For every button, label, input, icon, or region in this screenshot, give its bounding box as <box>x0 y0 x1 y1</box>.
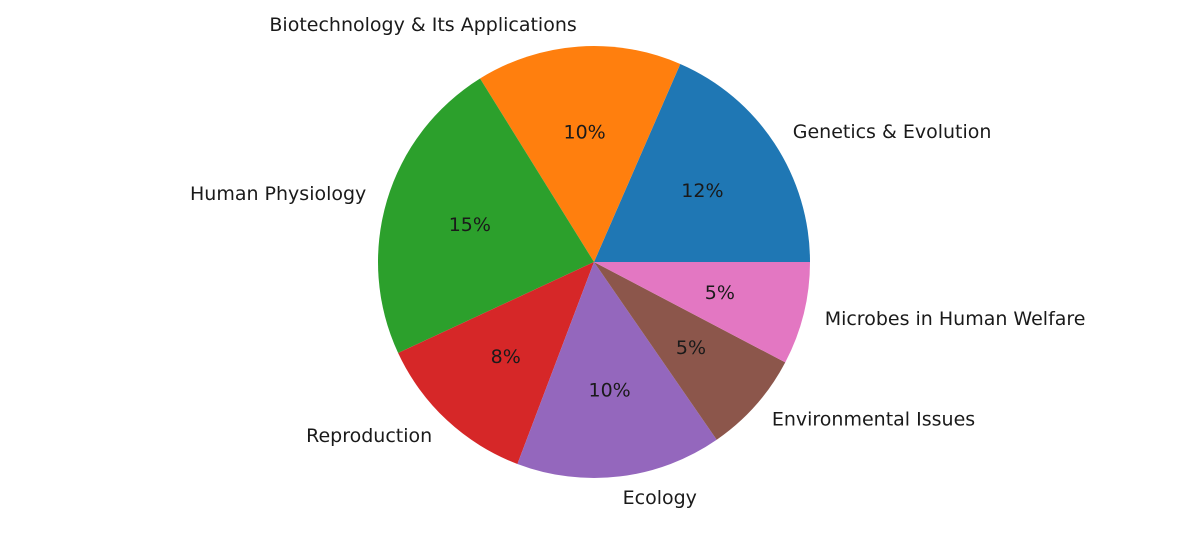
pct-label-genetics-and-evolution: 12% <box>681 180 723 202</box>
pct-label-reproduction: 8% <box>491 346 521 368</box>
label-genetics-and-evolution: Genetics & Evolution <box>793 121 992 143</box>
percentage-labels: 12% 10% 15% 8% 10% 5% 5% <box>449 122 735 402</box>
pie-slices <box>378 45 810 478</box>
label-environmental-issues: Environmental Issues <box>772 409 975 431</box>
slice-environmental-issues <box>594 262 786 440</box>
label-reproduction: Reproduction <box>306 425 432 447</box>
slice-genetics-and-evolution <box>594 63 810 262</box>
label-human-physiology: Human Physiology <box>190 183 366 205</box>
pct-label-human-physiology: 15% <box>449 214 491 236</box>
pct-label-microbes-in-human-welfare: 5% <box>705 282 735 304</box>
pct-label-biotechnology-and-its-applications: 10% <box>563 122 605 144</box>
slice-human-physiology <box>378 78 594 354</box>
slice-biotechnology-and-its-applications <box>480 45 681 262</box>
slice-microbes-in-human-welfare <box>594 262 810 363</box>
slice-ecology <box>517 262 717 478</box>
slice-labels: Genetics & Evolution Biotechnology & Its … <box>190 14 1086 509</box>
label-ecology: Ecology <box>623 487 697 509</box>
pct-label-environmental-issues: 5% <box>676 337 706 359</box>
slice-reproduction <box>398 262 594 464</box>
label-biotechnology-and-its-applications: Biotechnology & Its Applications <box>269 14 576 36</box>
label-microbes-in-human-welfare: Microbes in Human Welfare <box>825 308 1086 330</box>
pct-label-ecology: 10% <box>589 380 631 402</box>
